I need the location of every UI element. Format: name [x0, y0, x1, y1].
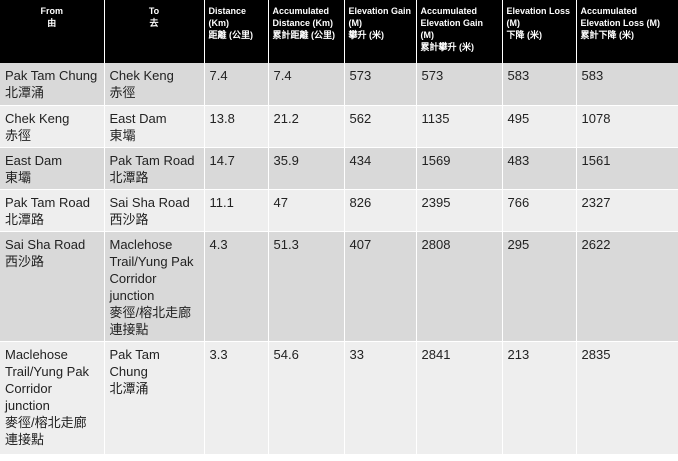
cell-accumulated-distance: 21.2 — [268, 105, 345, 148]
header-distance: Distance (Km) 距離 (公里) — [204, 0, 269, 63]
header-accumulated-elevation-gain: Accumulated Elevation Gain (M) 累計攀升 (米) — [416, 0, 503, 63]
cell-accumulated-elevation-gain: 1135 — [416, 105, 503, 148]
cell-distance: 13.8 — [204, 105, 269, 148]
cell-elevation-gain: 573 — [344, 63, 417, 106]
cell-elevation-gain: 407 — [344, 231, 417, 342]
cell-accumulated-elevation-loss: 1078 — [576, 105, 678, 148]
cell-accumulated-elevation-loss: 583 — [576, 63, 678, 106]
cell-accumulated-elevation-gain: 2395 — [416, 189, 503, 232]
cell-to: East Dam 東壩 — [104, 105, 205, 148]
cell-accumulated-distance: 51.3 — [268, 231, 345, 342]
header-accumulated-distance: Accumulated Distance (Km) 累計距離 (公里) — [268, 0, 345, 63]
cell-elevation-gain: 434 — [344, 147, 417, 190]
table-row: Chek Keng 赤徑 East Dam 東壩 13.8 21.2 562 113… — [0, 105, 678, 148]
cell-accumulated-distance: 7.4 — [268, 63, 345, 106]
cell-elevation-loss: 583 — [502, 63, 577, 106]
cell-elevation-gain: 826 — [344, 189, 417, 232]
cell-from: Chek Keng 赤徑 — [0, 105, 105, 148]
header-accumulated-elevation-loss: Accumulated Elevation Loss (M) 累計下降 (米) — [576, 0, 678, 63]
cell-from: Sai Sha Road 西沙路 — [0, 231, 105, 342]
header-row: From 由 To 去 Distance (Km) 距離 (公里) Accumu… — [0, 0, 678, 63]
cell-elevation-loss: 766 — [502, 189, 577, 232]
cell-accumulated-elevation-gain: 2808 — [416, 231, 503, 342]
table-row: East Dam 東壩 Pak Tam Road 北潭路 14.7 35.9 434… — [0, 147, 678, 190]
cell-elevation-loss: 213 — [502, 341, 577, 455]
header-to: To 去 — [104, 0, 205, 63]
cell-distance: 3.3 — [204, 341, 269, 455]
header-from: From 由 — [0, 0, 105, 63]
cell-from: Pak Tam Chung 北潭涌 — [0, 63, 105, 106]
cell-from: Maclehose Trail/Yung Pak Corridor juncti… — [0, 341, 105, 455]
cell-from: East Dam 東壩 — [0, 147, 105, 190]
cell-accumulated-elevation-loss: 2622 — [576, 231, 678, 342]
cell-elevation-loss: 295 — [502, 231, 577, 342]
cell-elevation-loss: 495 — [502, 105, 577, 148]
cell-accumulated-distance: 54.6 — [268, 341, 345, 455]
cell-accumulated-elevation-gain: 573 — [416, 63, 503, 106]
table-row: Maclehose Trail/Yung Pak Corridor juncti… — [0, 341, 678, 455]
cell-distance: 11.1 — [204, 189, 269, 232]
cell-distance: 4.3 — [204, 231, 269, 342]
cell-accumulated-elevation-loss: 2327 — [576, 189, 678, 232]
cell-to: Sai Sha Road 西沙路 — [104, 189, 205, 232]
cell-distance: 7.4 — [204, 63, 269, 106]
cell-accumulated-elevation-gain: 2841 — [416, 341, 503, 455]
header-elevation-gain: Elevation Gain (M) 攀升 (米) — [344, 0, 417, 63]
cell-to: Pak Tam Road 北潭路 — [104, 147, 205, 190]
table-row: Pak Tam Road 北潭路 Sai Sha Road 西沙路 11.1 47 … — [0, 189, 678, 232]
header-elevation-loss: Elevation Loss (M) 下降 (米) — [502, 0, 577, 63]
cell-accumulated-distance: 47 — [268, 189, 345, 232]
cell-elevation-gain: 33 — [344, 341, 417, 455]
cell-from: Pak Tam Road 北潭路 — [0, 189, 105, 232]
table-row: Sai Sha Road 西沙路 Maclehose Trail/Yung Pak… — [0, 231, 678, 342]
cell-accumulated-distance: 35.9 — [268, 147, 345, 190]
cell-to: Maclehose Trail/Yung Pak Corridor juncti… — [104, 231, 205, 342]
cell-to: Pak Tam Chung 北潭涌 — [104, 341, 205, 455]
cell-accumulated-elevation-loss: 2835 — [576, 341, 678, 455]
cell-distance: 14.7 — [204, 147, 269, 190]
cell-elevation-loss: 483 — [502, 147, 577, 190]
cell-accumulated-elevation-gain: 1569 — [416, 147, 503, 190]
cell-to: Chek Keng 赤徑 — [104, 63, 205, 106]
cell-accumulated-elevation-loss: 1561 — [576, 147, 678, 190]
cell-elevation-gain: 562 — [344, 105, 417, 148]
table-row: Pak Tam Chung 北潭涌 Chek Keng 赤徑 7.4 7.4 573… — [0, 63, 678, 106]
